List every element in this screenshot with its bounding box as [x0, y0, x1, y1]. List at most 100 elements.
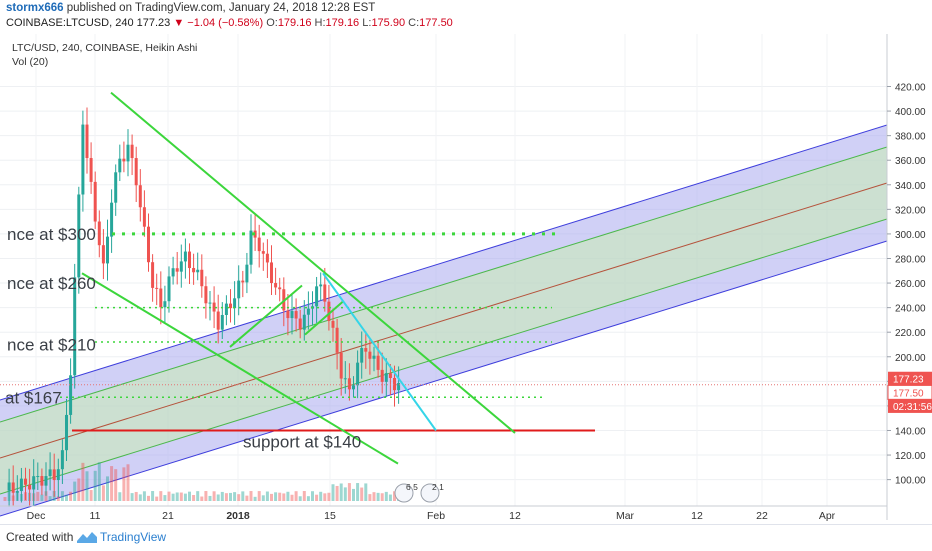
channel-line: [0, 182, 888, 459]
candle-body: [28, 484, 32, 490]
volume-bar: [274, 492, 278, 501]
volume-bar: [220, 491, 224, 501]
volume-bar: [142, 491, 146, 501]
volume-bar: [372, 492, 376, 501]
trend-line-wedge: [229, 284, 303, 348]
candle-body: [114, 172, 118, 203]
trend-line-lower: [81, 272, 399, 465]
candle-body: [331, 320, 335, 328]
volume-bar: [376, 492, 380, 501]
tradingview-logo-icon[interactable]: [76, 529, 98, 545]
volume-bar: [40, 494, 44, 501]
volume-bar: [147, 495, 150, 501]
candle-body: [11, 482, 15, 493]
volume-bar: [36, 491, 40, 501]
author-link[interactable]: stormx666: [6, 2, 64, 14]
x-tick-label: 2018: [226, 510, 250, 522]
candle-body: [298, 318, 302, 330]
volume-bar: [306, 496, 310, 501]
y-tick-label: 100.00: [895, 476, 926, 487]
candle-body: [69, 375, 73, 415]
candle-body: [56, 469, 60, 481]
legend-volume: Vol (20): [12, 56, 48, 68]
volume-bar: [188, 491, 191, 501]
y-tick-label: 220.00: [895, 328, 926, 339]
volume-bar: [163, 495, 167, 501]
volume-bar: [335, 485, 339, 501]
volume-bar: [97, 462, 101, 501]
candle-body: [151, 262, 155, 288]
price-tag-label: 02:31:56: [893, 402, 932, 413]
trend-line-wedge-2: [304, 300, 344, 336]
event-badge-label: 2 1: [432, 482, 444, 492]
volume-bar: [319, 491, 323, 501]
volume-bar: [229, 492, 232, 501]
candle-body: [212, 302, 216, 312]
volume-bar: [89, 490, 93, 501]
volume-bar: [65, 494, 68, 501]
candle-body: [32, 476, 36, 490]
channel-line: [0, 146, 888, 423]
annotation-text: nce at $210: [7, 335, 96, 354]
candle-body: [188, 251, 191, 269]
volume-bar: [356, 483, 360, 501]
volume-bar: [368, 494, 372, 501]
candle-body: [261, 251, 265, 254]
candle-body: [167, 276, 171, 302]
volume-bar: [331, 484, 335, 501]
candle-body: [93, 181, 97, 222]
candle-body: [319, 284, 323, 287]
regression-channel: [0, 124, 888, 517]
y-tick-label: 260.00: [895, 279, 926, 290]
candle-body: [224, 303, 228, 315]
volume-bar: [393, 491, 396, 501]
high-label: H:: [314, 17, 326, 29]
candle-body: [335, 327, 339, 353]
x-tick-label: 12: [691, 510, 703, 522]
event-badge-icon: [394, 483, 414, 503]
price-tag-bg: [888, 371, 932, 386]
volume-bar: [56, 496, 60, 501]
y-tick-label: 400.00: [895, 107, 926, 118]
candle-body: [294, 311, 298, 319]
volume-bar: [347, 483, 351, 501]
volume-bar: [216, 494, 220, 501]
event-badges[interactable]: 6 5 2 1: [394, 482, 444, 503]
price-chart[interactable]: nce at $300 nce at $260 nce at $210 at $167…: [0, 34, 932, 524]
x-tick-label: 22: [756, 510, 768, 522]
x-tick-label: Dec: [27, 510, 46, 522]
candle-body: [183, 251, 187, 262]
candle-body: [306, 308, 310, 315]
y-tick-label: 240.00: [895, 304, 926, 315]
volume-bar: [3, 497, 7, 501]
volume-bar: [245, 495, 249, 501]
volume-bar: [323, 493, 327, 501]
candle-body: [376, 355, 380, 370]
candle-body: [343, 378, 347, 380]
time-axis[interactable]: Dec 11 21 2018 15 Feb 12 Mar 12 22 Apr: [27, 510, 836, 522]
volume-bar: [237, 494, 241, 501]
price-axis[interactable]: 420.00 400.00 380.00 360.00 340.00 320.00 300.…: [887, 83, 926, 487]
tradingview-link[interactable]: TradingView: [100, 530, 167, 544]
candle-body: [65, 414, 68, 451]
volume-bar: [167, 491, 171, 501]
volume-bar: [388, 494, 392, 501]
y-tick-label: 340.00: [895, 181, 926, 192]
volume-bar: [175, 492, 179, 501]
candle-body: [147, 226, 150, 263]
published-text: published on TradingView.com, January 24…: [66, 2, 376, 14]
low-value: 175.90: [371, 17, 406, 29]
candle-body: [171, 268, 175, 277]
candle-body: [302, 314, 306, 330]
volume-bar: [48, 496, 52, 501]
trend-line-descending: [110, 91, 516, 434]
candle-body: [52, 469, 56, 481]
volume-bar: [179, 492, 183, 501]
candle-body: [85, 124, 89, 159]
y-tick-label: 360.00: [895, 156, 926, 167]
candle-body: [245, 264, 249, 283]
candle-body: [24, 478, 27, 485]
volume-bar: [106, 476, 109, 501]
close-value: 177.50: [419, 17, 453, 29]
volume-bar: [315, 494, 319, 501]
